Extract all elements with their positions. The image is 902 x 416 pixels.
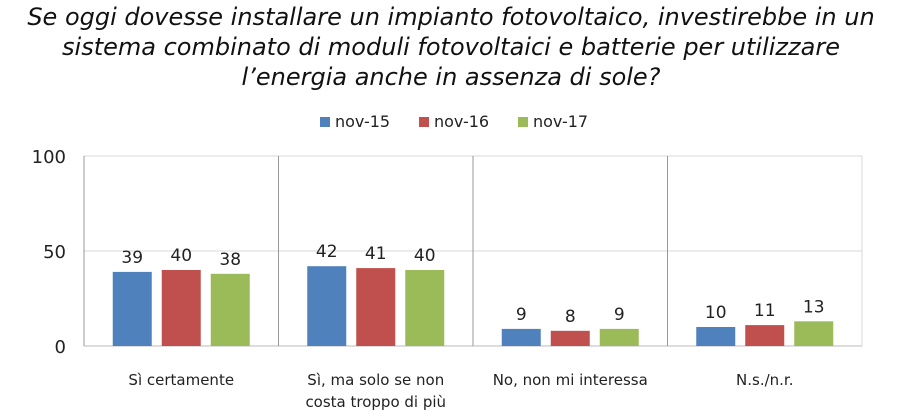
bar-nov-15 <box>501 328 541 346</box>
title-line: Se oggi dovesse installare un impianto f… <box>27 3 875 31</box>
data-label: 10 <box>705 303 727 323</box>
category-label: costa troppo di più <box>305 393 446 411</box>
legend-swatch <box>518 117 528 127</box>
y-tick-label: 0 <box>55 337 66 358</box>
legend-swatch <box>419 117 429 127</box>
y-tick-label: 50 <box>43 242 66 263</box>
category-label: Sì certamente <box>128 371 234 389</box>
data-label: 9 <box>614 305 625 325</box>
y-tick-label: 100 <box>32 147 66 168</box>
data-label: 42 <box>316 242 338 262</box>
data-label: 39 <box>121 248 143 268</box>
category-label: N.s./n.r. <box>736 371 793 389</box>
data-label: 11 <box>754 301 776 321</box>
bar-nov-16 <box>356 268 396 346</box>
bar-nov-15 <box>112 271 152 346</box>
title-line: l’energia anche in assenza di sole? <box>241 63 661 91</box>
title-line: sistema combinato di moduli fotovoltaici… <box>62 33 840 61</box>
category-label: No, non mi interessa <box>493 371 648 389</box>
chart-title: Se oggi dovesse installare un impianto f… <box>0 2 902 92</box>
data-label: 41 <box>365 244 387 264</box>
bar-nov-17 <box>210 273 250 346</box>
bar-nov-17 <box>405 270 445 346</box>
bar-nov-16 <box>161 270 201 346</box>
data-label: 9 <box>516 305 527 325</box>
legend-label: nov-17 <box>533 112 588 131</box>
legend-label: nov-16 <box>434 112 489 131</box>
bar-nov-17 <box>794 321 834 346</box>
bar-nov-15 <box>696 327 736 346</box>
legend-label: nov-15 <box>335 112 390 131</box>
data-label: 13 <box>803 297 825 317</box>
category-label: Sì, ma solo se non <box>307 371 444 389</box>
data-label: 40 <box>414 246 436 266</box>
data-label: 8 <box>565 307 576 327</box>
data-label: 40 <box>170 246 192 266</box>
bar-nov-17 <box>599 328 639 346</box>
bar-nov-15 <box>307 266 347 346</box>
bar-nov-16 <box>550 330 590 346</box>
data-label: 38 <box>219 250 241 270</box>
bar-nov-16 <box>745 325 785 346</box>
legend-swatch <box>320 117 330 127</box>
